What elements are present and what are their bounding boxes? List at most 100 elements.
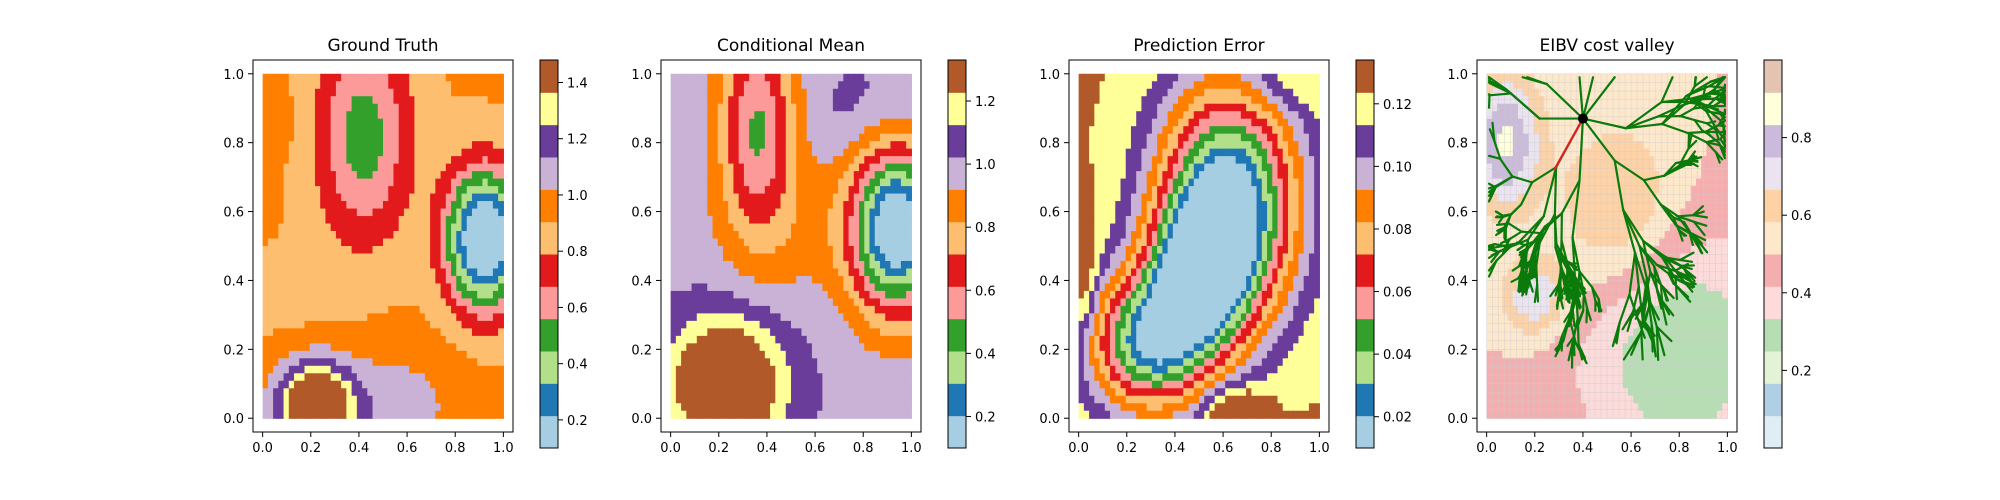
heatmap-cell [1083,178,1090,187]
heatmap-cell [492,178,499,187]
heatmap-cell [325,208,332,217]
heatmap-cell [299,260,306,270]
heatmap-cell [885,216,892,225]
heatmap-cell [435,178,442,187]
heatmap-cell [367,320,374,329]
heatmap-cell [890,253,897,262]
heatmap-cell [461,388,468,397]
heatmap-cell [283,335,290,344]
y-tick-label: 0.0 [631,412,652,427]
heatmap-cell [796,373,803,382]
heatmap-cell [403,335,410,344]
heatmap-cell [388,141,395,150]
heatmap-cell [853,163,860,172]
heatmap-cell [1094,141,1101,150]
heatmap-cell [403,103,410,112]
heatmap-cell [367,171,374,180]
heatmap-cell [733,380,740,389]
heatmap-cell [1120,141,1127,150]
heatmap-cell [712,410,719,419]
heatmap-cell [424,335,431,344]
heatmap-cell [445,246,452,255]
heatmap-cell [728,118,735,127]
heatmap-cell [383,373,389,382]
heatmap-cell [471,373,478,382]
heatmap-cell [770,96,776,105]
heatmap-cell [299,380,306,389]
heatmap-cell [832,246,839,255]
heatmap-cell [749,231,755,240]
heatmap-cell [749,96,755,105]
heatmap-cell [1298,171,1305,180]
heatmap-cell [1293,73,1300,82]
heatmap-cell [309,358,316,367]
heatmap-cell [722,313,729,322]
heatmap-cell [1303,156,1310,165]
heatmap-cell [304,320,311,329]
heatmap-cell [367,126,374,135]
heatmap-cell [1293,148,1300,157]
heatmap-cell [492,81,499,90]
heatmap-cell [335,126,342,135]
heatmap-cell [1214,111,1221,120]
heatmap-cell [304,201,311,210]
heatmap-cell [832,268,839,277]
heatmap-cell [362,268,368,277]
heatmap-cell [1256,111,1263,120]
heatmap-cell [822,358,829,367]
heatmap-cell [853,156,860,165]
heatmap-cell [869,410,876,419]
heatmap-cell [832,275,839,285]
heatmap-cell [492,223,499,232]
heatmap-cell [853,178,860,187]
heatmap-cell [383,201,389,210]
heatmap-cell [1146,103,1153,112]
heatmap-cell [383,223,389,232]
heatmap-cell [785,141,792,150]
heatmap-cell [273,283,279,292]
heatmap-cell [749,246,755,255]
heatmap-cell [1104,141,1111,150]
colorbar-swatch [948,221,966,255]
heatmap-cell [1298,96,1305,105]
heatmap-cell [681,163,687,172]
heatmap-cell [796,365,803,374]
heatmap-cell [299,118,306,127]
heatmap-cell [686,260,693,270]
heatmap-cell [1083,118,1090,127]
heatmap-cell [707,126,714,135]
heatmap-cell [466,320,473,329]
heatmap-cell [885,81,892,90]
heatmap-cell [791,246,797,255]
heatmap-cell [393,343,400,352]
heatmap-cell [278,358,285,367]
heatmap-cell [749,290,755,300]
heatmap-cell [430,275,436,285]
heatmap-cell [1141,118,1148,127]
heatmap-cell [356,298,363,307]
heatmap-cell [398,118,405,127]
heatmap-cell [314,238,321,247]
heatmap-cell [1188,118,1195,127]
heatmap-cell [764,193,771,202]
heatmap-cell [398,358,405,367]
heatmap-cell [770,111,776,120]
heatmap-cell [314,335,321,344]
heatmap-cell [440,275,447,285]
heatmap-cell [754,290,761,300]
heatmap-cell [895,298,902,307]
heatmap-cell [895,81,902,90]
heatmap-cell [461,238,468,247]
heatmap-cell [419,343,426,352]
heatmap-cell [874,208,881,217]
heatmap-cell [372,328,379,337]
heatmap-cell [1193,111,1200,120]
heatmap-cell [451,178,457,187]
heatmap-cell [749,208,755,217]
heatmap-cell [435,373,442,382]
heatmap-cell [722,201,729,210]
heatmap-cell [722,388,729,397]
heatmap-cell [325,141,332,150]
heatmap-cell [681,103,687,112]
heatmap-cell [743,223,750,232]
